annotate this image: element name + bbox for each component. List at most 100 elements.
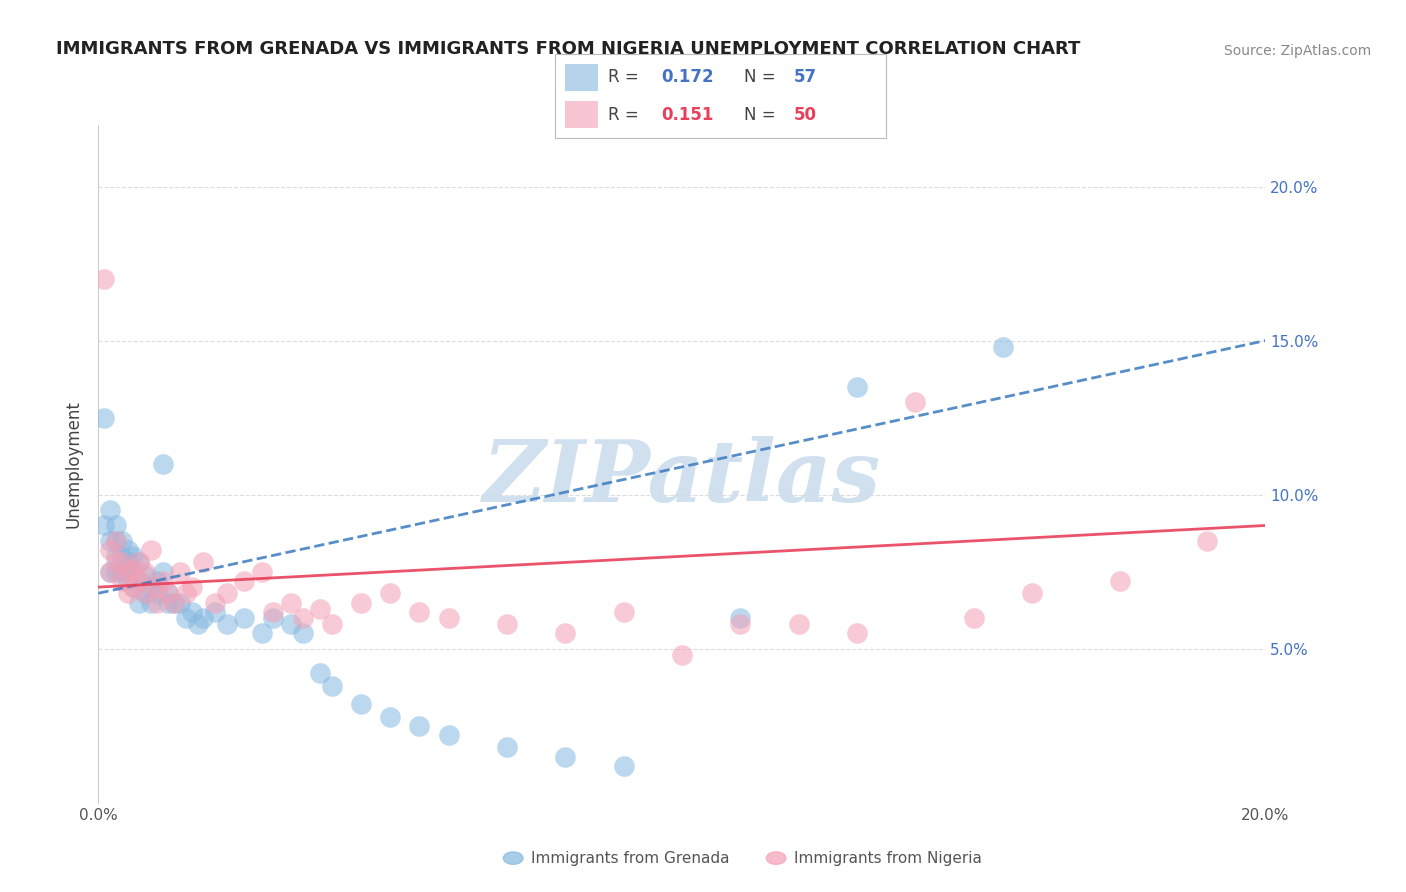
Point bbox=[174, 586, 197, 600]
FancyBboxPatch shape bbox=[565, 101, 599, 128]
Point bbox=[111, 565, 134, 579]
Point bbox=[93, 410, 115, 425]
Point bbox=[845, 626, 868, 640]
Text: R =: R = bbox=[609, 105, 644, 123]
Point bbox=[1108, 574, 1130, 588]
Point bbox=[93, 518, 115, 533]
Point bbox=[1021, 586, 1043, 600]
Text: N =: N = bbox=[744, 69, 780, 87]
Text: 50: 50 bbox=[793, 105, 817, 123]
Point bbox=[134, 586, 156, 600]
Point bbox=[437, 728, 460, 742]
Point bbox=[122, 561, 145, 575]
Point bbox=[495, 740, 517, 755]
Point bbox=[495, 617, 517, 632]
Text: N =: N = bbox=[744, 105, 780, 123]
Point bbox=[169, 595, 191, 609]
Point bbox=[117, 565, 139, 579]
Point bbox=[321, 617, 343, 632]
Point bbox=[152, 457, 174, 471]
Point bbox=[104, 556, 127, 570]
Point bbox=[146, 586, 169, 600]
Point bbox=[612, 605, 634, 619]
Point bbox=[250, 565, 273, 579]
Point bbox=[728, 611, 751, 625]
Point bbox=[904, 395, 927, 409]
Point bbox=[111, 533, 134, 548]
Point bbox=[204, 595, 226, 609]
Point bbox=[204, 605, 226, 619]
Point bbox=[104, 533, 127, 548]
Text: 57: 57 bbox=[793, 69, 817, 87]
Text: Immigrants from Nigeria: Immigrants from Nigeria bbox=[794, 851, 983, 865]
Point bbox=[215, 617, 238, 632]
Point bbox=[111, 556, 134, 570]
Point bbox=[128, 595, 150, 609]
Point bbox=[104, 565, 127, 579]
Point bbox=[378, 586, 402, 600]
Point bbox=[554, 749, 576, 764]
Point bbox=[139, 595, 162, 609]
Point bbox=[437, 611, 460, 625]
Point bbox=[117, 556, 139, 570]
Point bbox=[122, 549, 145, 564]
Point bbox=[122, 580, 145, 594]
Point bbox=[98, 565, 121, 579]
Point bbox=[152, 574, 174, 588]
Point bbox=[157, 595, 180, 609]
Point bbox=[93, 272, 115, 286]
Point bbox=[233, 611, 256, 625]
Text: IMMIGRANTS FROM GRENADA VS IMMIGRANTS FROM NIGERIA UNEMPLOYMENT CORRELATION CHAR: IMMIGRANTS FROM GRENADA VS IMMIGRANTS FR… bbox=[56, 40, 1081, 58]
Text: Source: ZipAtlas.com: Source: ZipAtlas.com bbox=[1223, 44, 1371, 58]
Point bbox=[991, 340, 1014, 354]
Point bbox=[350, 595, 373, 609]
Point bbox=[180, 580, 202, 594]
Point bbox=[309, 666, 332, 681]
Point bbox=[250, 626, 273, 640]
Point bbox=[117, 574, 139, 588]
Point bbox=[174, 611, 197, 625]
Point bbox=[262, 605, 284, 619]
Text: Immigrants from Grenada: Immigrants from Grenada bbox=[531, 851, 730, 865]
Point bbox=[104, 549, 127, 564]
Point bbox=[117, 586, 139, 600]
Point bbox=[139, 543, 162, 558]
Point bbox=[163, 595, 186, 609]
Point bbox=[146, 595, 169, 609]
Point bbox=[163, 595, 186, 609]
Point bbox=[378, 709, 402, 723]
Point bbox=[309, 601, 332, 615]
Point bbox=[215, 586, 238, 600]
Point bbox=[1195, 533, 1218, 548]
Point bbox=[122, 565, 145, 579]
Point bbox=[193, 556, 215, 570]
Point bbox=[728, 617, 751, 632]
Point bbox=[117, 543, 139, 558]
Point bbox=[98, 503, 121, 517]
Point bbox=[408, 719, 430, 733]
Point bbox=[146, 574, 169, 588]
Point bbox=[262, 611, 284, 625]
Text: R =: R = bbox=[609, 69, 644, 87]
Point bbox=[671, 648, 693, 662]
Point bbox=[152, 565, 174, 579]
Point bbox=[98, 533, 121, 548]
Point bbox=[408, 605, 430, 619]
Point bbox=[98, 543, 121, 558]
Point bbox=[134, 586, 156, 600]
Point bbox=[128, 574, 150, 588]
Point bbox=[612, 759, 634, 773]
Point bbox=[128, 556, 150, 570]
Point bbox=[146, 580, 169, 594]
Point bbox=[787, 617, 810, 632]
FancyBboxPatch shape bbox=[565, 63, 599, 91]
Point bbox=[98, 565, 121, 579]
Point bbox=[962, 611, 984, 625]
Point bbox=[280, 595, 302, 609]
Text: ZIPatlas: ZIPatlas bbox=[482, 435, 882, 519]
Point bbox=[180, 605, 202, 619]
Point bbox=[169, 565, 191, 579]
Text: 0.151: 0.151 bbox=[661, 105, 713, 123]
Point bbox=[187, 617, 209, 632]
Point bbox=[291, 611, 314, 625]
